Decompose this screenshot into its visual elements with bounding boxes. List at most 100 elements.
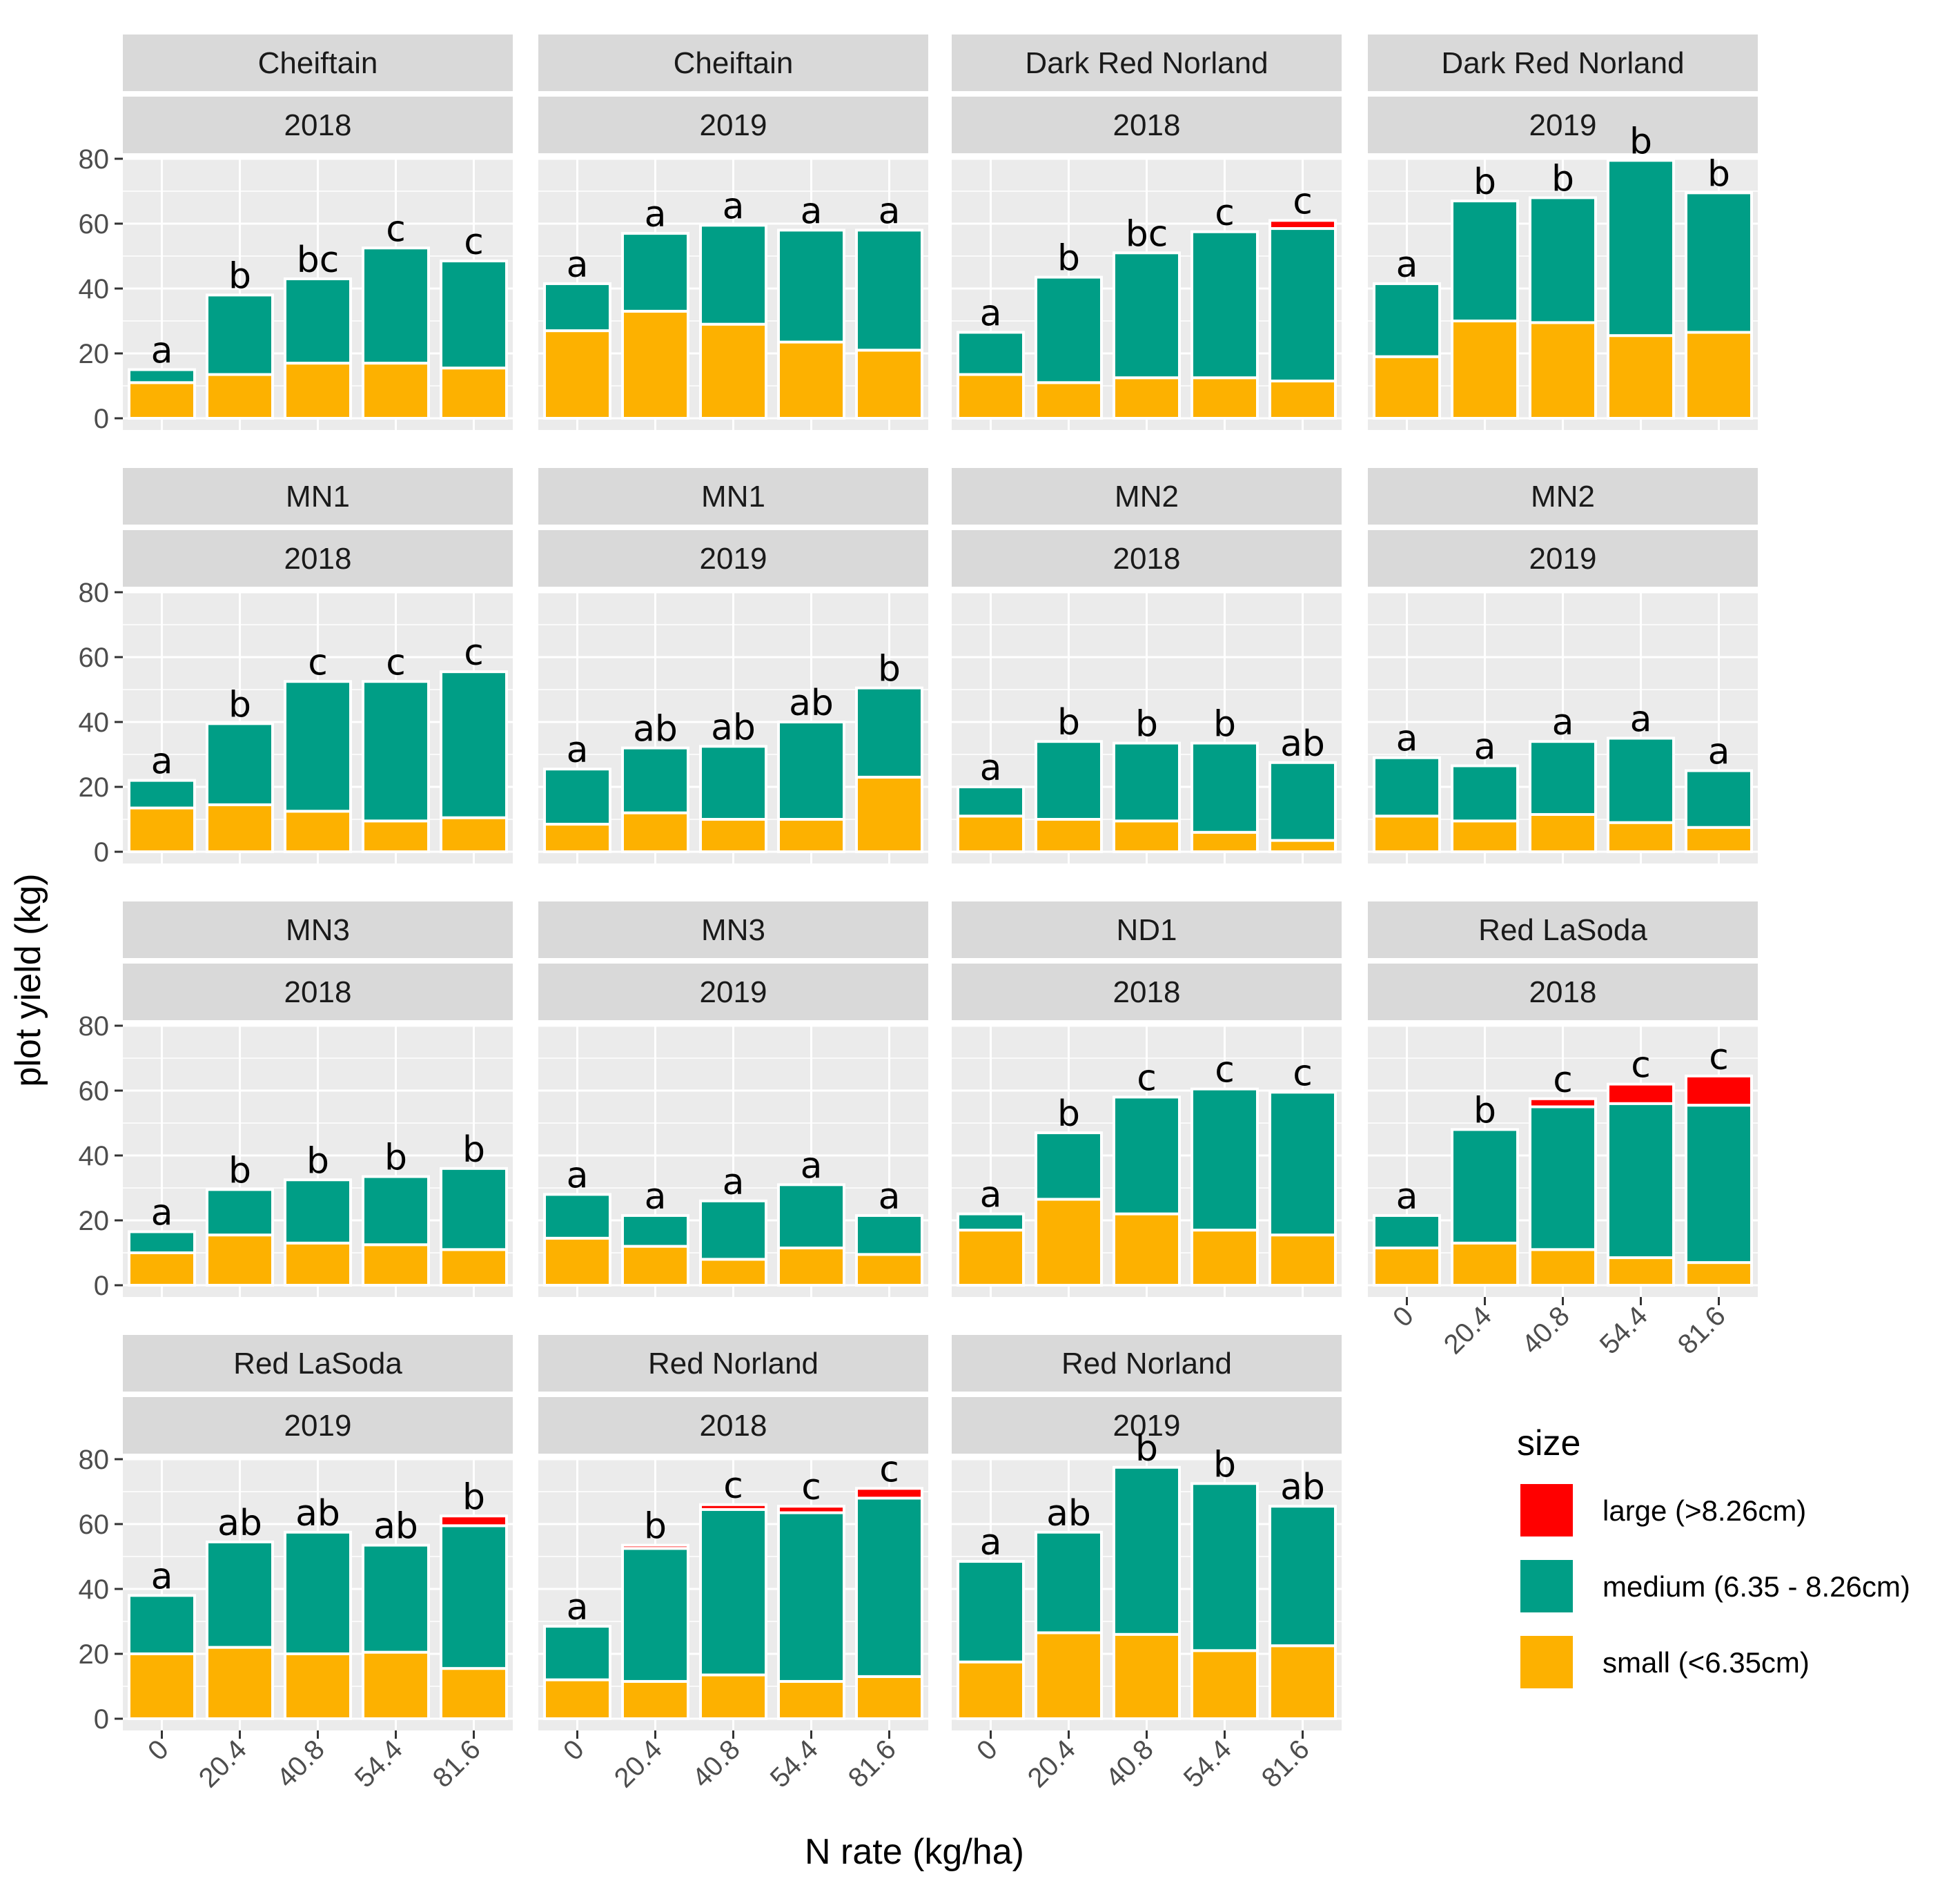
significance-letter: a <box>567 730 589 771</box>
strip-variety-label: MN3 <box>701 913 765 947</box>
bar-small-0 <box>543 823 611 854</box>
bar-small-81.6 <box>1268 839 1337 854</box>
significance-letter: c <box>464 632 484 674</box>
bar-medium-40.8 <box>1529 196 1597 324</box>
significance-letter: a <box>1396 719 1418 760</box>
panel-red-norland-2018: Red Norland 2018 a b c c c <box>538 1335 928 1730</box>
strip-variety <box>1368 901 1758 958</box>
strip-variety <box>123 468 513 525</box>
bar-medium-20.4 <box>621 1213 689 1248</box>
bar-medium-40.8 <box>1113 741 1181 823</box>
bar-small-40.8 <box>1113 1212 1181 1287</box>
bar-medium-20.4 <box>206 1188 274 1237</box>
strip-variety <box>1368 468 1758 525</box>
panel-red-lasoda-2018: Red LaSoda 2018 a b c c c <box>1368 901 1758 1297</box>
bar-large-54.4 <box>777 1505 845 1514</box>
strip-year <box>952 1397 1342 1454</box>
strip-variety <box>123 1335 513 1392</box>
bar-medium-0 <box>543 1193 611 1240</box>
significance-letter: a <box>1474 726 1496 768</box>
strip-year-label: 2019 <box>700 975 767 1009</box>
bar-small-54.4 <box>362 1243 430 1287</box>
bar-small-0 <box>957 814 1025 854</box>
bar-medium-54.4 <box>777 1183 845 1249</box>
x-tick-label: 81.6 <box>427 1734 487 1793</box>
bar-small-54.4 <box>1607 334 1675 420</box>
bar-medium-81.6 <box>1685 1104 1753 1265</box>
bar-medium-0 <box>1373 282 1441 358</box>
bar-medium-81.6 <box>1685 769 1753 829</box>
bar-large-81.6 <box>440 1514 508 1528</box>
significance-letter: b <box>1473 162 1496 203</box>
significance-letter: a <box>567 244 589 286</box>
x-tick-label: 54.4 <box>349 1734 409 1793</box>
bar-small-0 <box>1373 814 1441 854</box>
strip-variety <box>538 901 928 958</box>
significance-letter: a <box>151 1556 173 1597</box>
y-tick-label: 20 <box>79 772 110 803</box>
bar-medium-81.6 <box>1268 227 1337 382</box>
significance-letter: c <box>386 642 406 683</box>
strip-year-label: 2019 <box>1529 542 1597 576</box>
strip-variety-label: MN2 <box>1531 480 1595 514</box>
x-tick-label: 20.4 <box>1022 1734 1081 1793</box>
bar-medium-54.4 <box>1190 1087 1259 1232</box>
bar-large-81.6 <box>1268 219 1337 231</box>
significance-letter: b <box>306 1140 329 1182</box>
significance-letter: ab <box>1046 1493 1091 1534</box>
panel-red-norland-2019: Red Norland 2019 a ab b b ab <box>952 1335 1342 1730</box>
strip-variety-label: Red LaSoda <box>233 1347 402 1380</box>
bar-small-0 <box>128 1251 196 1287</box>
bar-small-20.4 <box>1035 1198 1103 1287</box>
strip-year <box>952 964 1342 1020</box>
bar-medium-81.6 <box>440 260 508 370</box>
significance-letter: b <box>1551 158 1574 199</box>
strip-variety-label: Red Norland <box>648 1347 819 1380</box>
significance-letter: a <box>723 186 745 227</box>
bar-medium-20.4 <box>1451 1128 1519 1245</box>
y-tick-label: 60 <box>79 209 110 240</box>
bar-medium-54.4 <box>362 680 430 823</box>
bar-medium-20.4 <box>621 746 689 814</box>
bar-medium-40.8 <box>284 1178 352 1245</box>
bar-medium-81.6 <box>440 1524 508 1670</box>
x-tick-label: 54.4 <box>1594 1300 1654 1360</box>
bar-medium-20.4 <box>1035 275 1103 384</box>
significance-letter: c <box>1709 1037 1729 1078</box>
bar-medium-54.4 <box>362 1543 430 1654</box>
significance-letter: b <box>228 1150 251 1191</box>
legend-label-small: small (<6.35cm) <box>1603 1646 1810 1679</box>
bar-medium-0 <box>1373 1213 1441 1249</box>
bar-medium-20.4 <box>1451 199 1519 322</box>
y-tick-label: 80 <box>79 578 110 608</box>
strip-variety <box>952 1335 1342 1392</box>
bar-small-54.4 <box>777 340 845 420</box>
strip-variety-label: MN2 <box>1115 480 1179 514</box>
strip-year-label: 2019 <box>284 1409 352 1443</box>
strip-variety <box>538 468 928 525</box>
y-tick-label: 40 <box>79 274 110 304</box>
strip-variety-label: MN3 <box>286 913 350 947</box>
bar-small-81.6 <box>440 1248 508 1287</box>
significance-letter: a <box>723 1162 745 1203</box>
significance-letter: a <box>1552 702 1574 743</box>
panel-mn1-2018: MN1 2018 a b c c c <box>123 468 513 864</box>
significance-letter: c <box>1631 1045 1651 1086</box>
y-axis-title: plot yield (kg) <box>8 873 48 1086</box>
bar-medium-40.8 <box>699 224 767 326</box>
panel-mn3-2019: MN3 2019 a a a a a <box>538 901 928 1297</box>
bar-medium-54.4 <box>1190 230 1259 380</box>
significance-letter: ab <box>789 683 834 724</box>
significance-letter: c <box>464 222 484 263</box>
strip-variety <box>538 1335 928 1392</box>
x-tick-label: 40.8 <box>271 1734 331 1793</box>
bar-small-54.4 <box>777 1246 845 1287</box>
x-tick-label: 0 <box>558 1734 590 1766</box>
legend-swatch-small <box>1520 1636 1573 1688</box>
bar-small-40.8 <box>1113 819 1181 853</box>
legend-label-medium: medium (6.35 - 8.26cm) <box>1603 1570 1910 1603</box>
significance-letter: ab <box>711 707 756 748</box>
y-tick-label: 20 <box>79 339 110 369</box>
bar-small-40.8 <box>284 362 352 420</box>
